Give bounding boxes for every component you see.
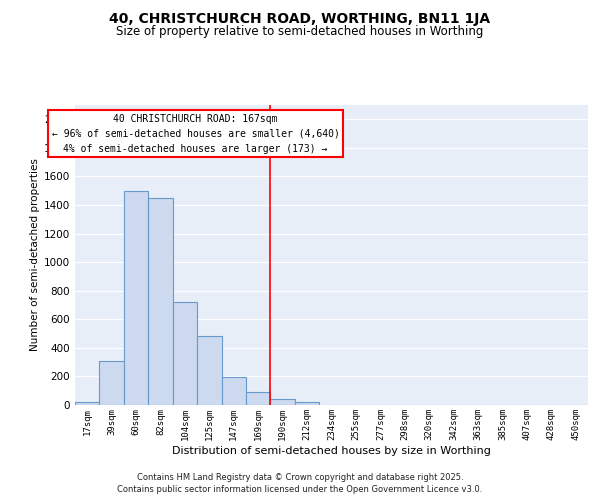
Bar — [246, 392, 271, 405]
Bar — [75, 402, 100, 405]
Bar — [295, 402, 319, 405]
Bar — [100, 360, 124, 405]
Bar — [124, 190, 148, 405]
Bar — [221, 377, 246, 405]
Text: 40, CHRISTCHURCH ROAD, WORTHING, BN11 1JA: 40, CHRISTCHURCH ROAD, WORTHING, BN11 1J… — [109, 12, 491, 26]
Bar — [148, 198, 173, 405]
X-axis label: Distribution of semi-detached houses by size in Worthing: Distribution of semi-detached houses by … — [172, 446, 491, 456]
Text: Size of property relative to semi-detached houses in Worthing: Size of property relative to semi-detach… — [116, 25, 484, 38]
Bar — [173, 302, 197, 405]
Bar — [197, 336, 221, 405]
Text: Contains public sector information licensed under the Open Government Licence v3: Contains public sector information licen… — [118, 485, 482, 494]
Y-axis label: Number of semi-detached properties: Number of semi-detached properties — [30, 158, 40, 352]
Bar — [271, 398, 295, 405]
Text: 40 CHRISTCHURCH ROAD: 167sqm
← 96% of semi-detached houses are smaller (4,640)
4: 40 CHRISTCHURCH ROAD: 167sqm ← 96% of se… — [52, 114, 340, 154]
Text: Contains HM Land Registry data © Crown copyright and database right 2025.: Contains HM Land Registry data © Crown c… — [137, 472, 463, 482]
